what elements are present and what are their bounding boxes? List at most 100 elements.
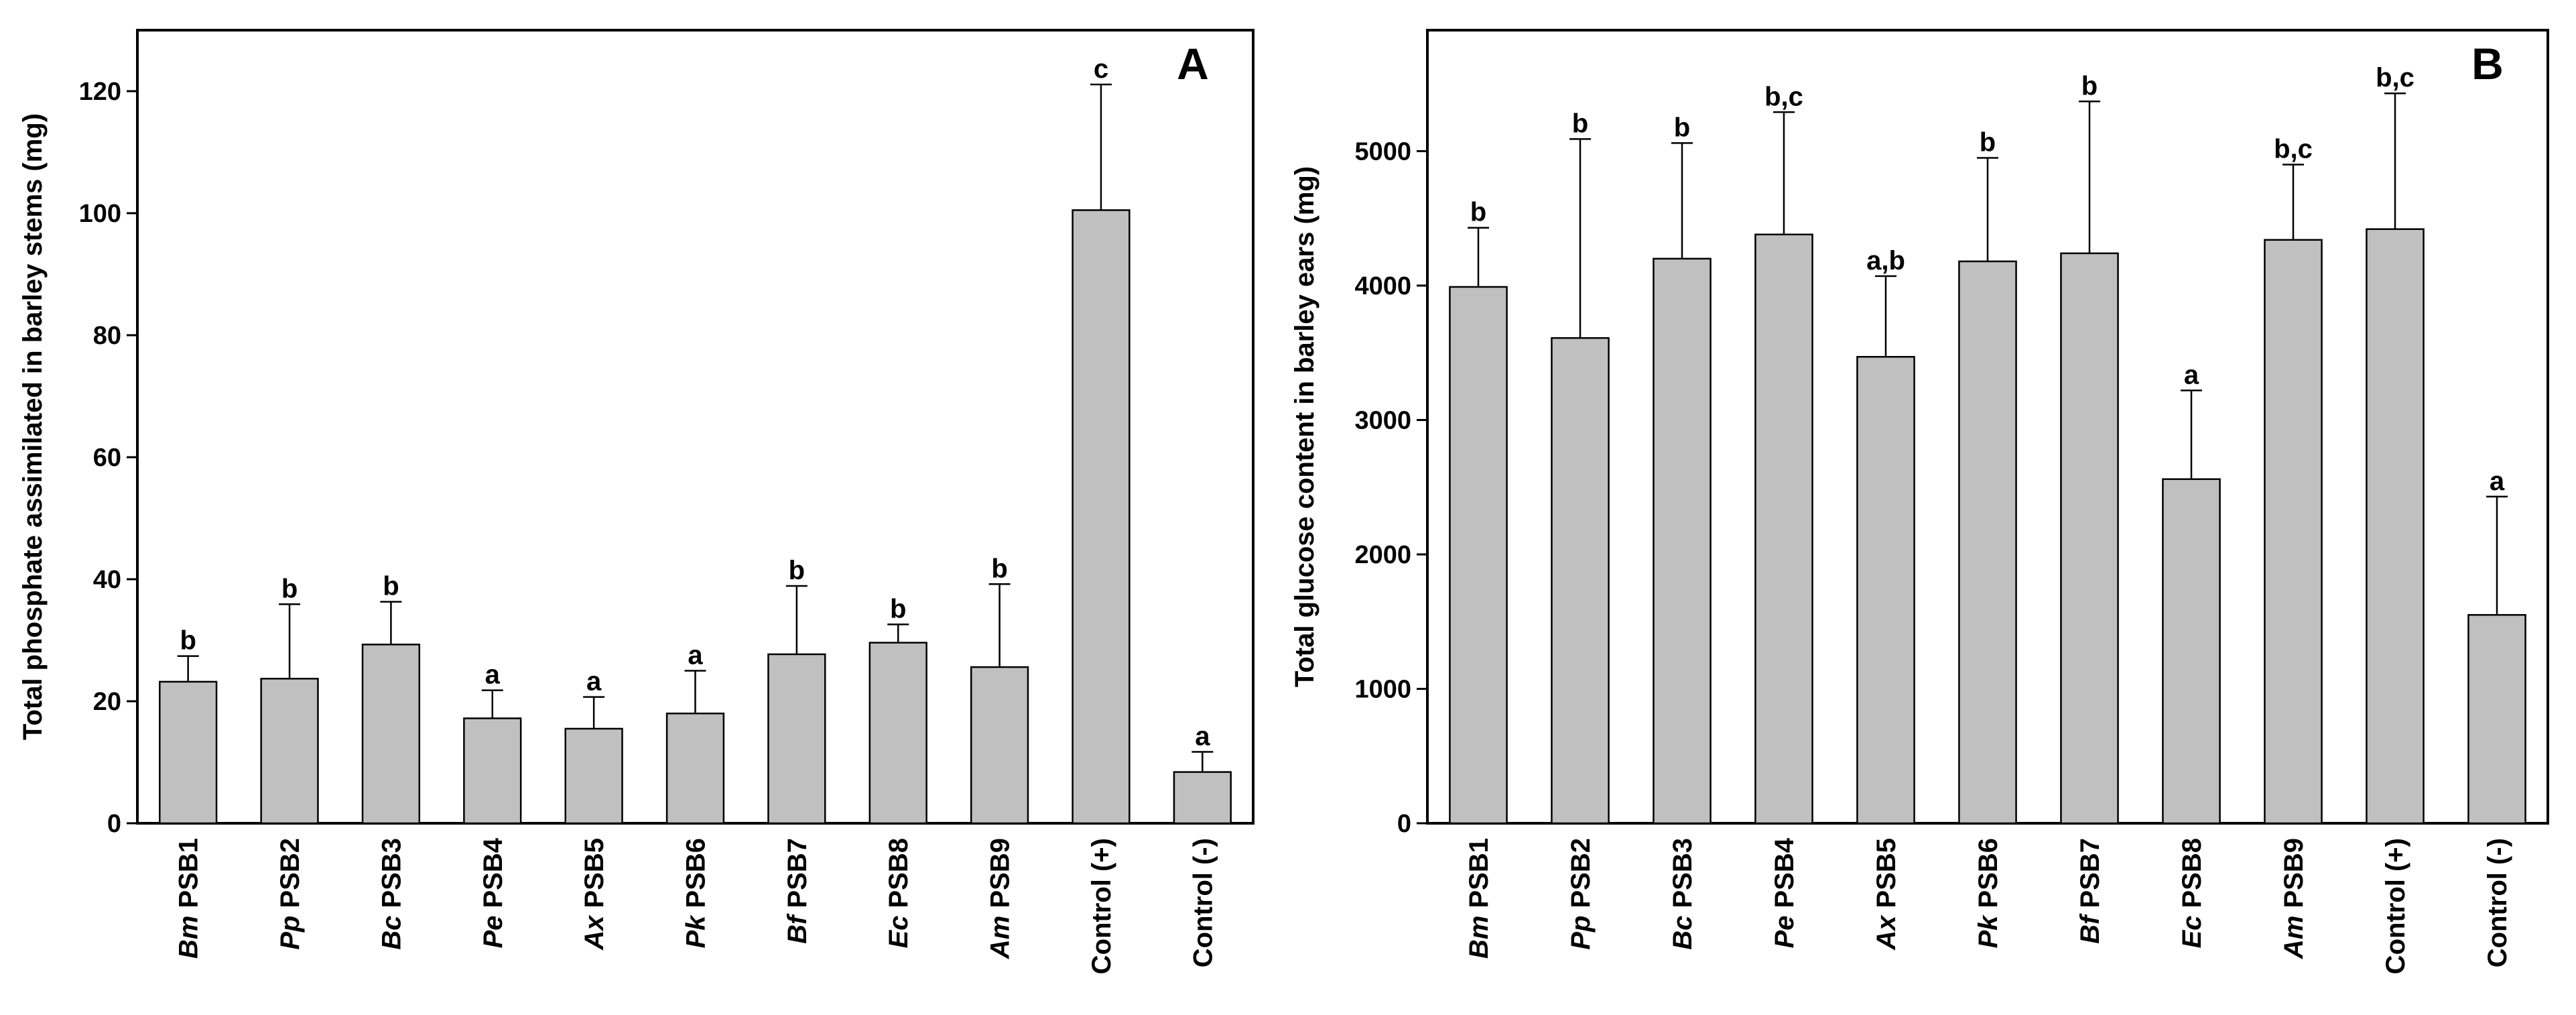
category-label: Ec PSB8: [2177, 838, 2207, 949]
significance-label: b: [789, 556, 805, 585]
category-strain: PSB5: [1872, 838, 1901, 916]
bar: [159, 680, 218, 825]
category-strain: PSB1: [174, 838, 204, 916]
category-strain: PSB8: [884, 838, 913, 916]
y-tick-label: 1000: [1354, 675, 1411, 703]
category-species-abbrev: Ax: [1872, 914, 1901, 951]
y-tick-label: 3000: [1354, 406, 1411, 434]
category-label: Bc PSB3: [1668, 838, 1697, 950]
category-species-abbrev: Pk: [682, 914, 711, 949]
category-species-abbrev: Bf: [783, 913, 812, 944]
category-strain: Control (-): [1188, 838, 1218, 967]
category-label: Bc PSB3: [377, 838, 406, 950]
category-species-abbrev: Ec: [2177, 916, 2207, 949]
category-species-abbrev: Bm: [1464, 916, 1494, 959]
category-strain: PSB3: [1668, 838, 1697, 916]
bar: [1072, 209, 1131, 825]
category-label: Am PSB9: [986, 838, 1015, 959]
panel-b: 0 1000 2000 3000 4000 5000 Total glucose conte…: [1290, 29, 2549, 974]
bar: [1449, 286, 1508, 825]
y-tick-label: 4000: [1354, 272, 1411, 300]
category-species-abbrev: Bf: [2075, 913, 2105, 944]
bar: [2467, 613, 2526, 825]
panel-letter: A: [1177, 39, 1209, 88]
significance-label: b: [281, 574, 298, 603]
category-species-abbrev: Bc: [1668, 916, 1697, 950]
significance-label: b,c: [2274, 135, 2313, 164]
category-species-abbrev: Am: [2279, 916, 2309, 959]
bar: [260, 678, 319, 825]
significance-label: b: [180, 626, 196, 656]
significance-label: a: [485, 660, 501, 690]
significance-label: b: [991, 554, 1007, 583]
category-strain: PSB5: [580, 838, 609, 916]
category-species-abbrev: Am: [986, 916, 1015, 959]
category-strain: PSB1: [1464, 838, 1494, 916]
bar: [1856, 355, 1915, 825]
significance-label: b: [1674, 113, 1690, 142]
category-strain: Control (+): [1087, 838, 1116, 974]
category-label: Control (-): [1188, 838, 1218, 967]
panel-letter: B: [2471, 39, 2504, 88]
significance-label: b: [2081, 71, 2098, 101]
category-label: Pe PSB4: [478, 837, 508, 948]
category-label: Control (+): [2381, 838, 2410, 974]
significance-label: b: [1980, 127, 1996, 157]
category-species-abbrev: Ax: [580, 914, 609, 951]
category-species-abbrev: Pe: [478, 916, 508, 949]
bar: [767, 653, 826, 825]
y-tick-label: 0: [1397, 810, 1411, 838]
category-species-abbrev: Pp: [1566, 916, 1596, 950]
category-label: Ax PSB5: [580, 838, 609, 951]
category-label: Control (-): [2483, 838, 2512, 967]
bar: [564, 727, 623, 825]
category-label: Bm PSB1: [1464, 838, 1494, 959]
category-label: Bm PSB1: [174, 838, 204, 959]
bar: [1173, 771, 1232, 825]
bar: [361, 644, 421, 825]
category-species-abbrev: Pp: [275, 916, 305, 950]
bar: [463, 717, 522, 825]
category-species-abbrev: Ec: [884, 916, 913, 949]
category-strain: PSB7: [2075, 838, 2105, 916]
y-axis-label: Total glucose content in barley ears (mg…: [1290, 166, 1319, 687]
significance-label: a: [2184, 360, 2199, 390]
significance-label: a: [586, 667, 602, 697]
category-strain: PSB2: [275, 838, 305, 916]
category-strain: PSB4: [478, 837, 508, 915]
y-tick-label: 80: [93, 322, 121, 350]
y-tick-label: 120: [79, 78, 121, 106]
category-strain: PSB8: [2177, 838, 2207, 916]
category-label: Pk PSB6: [1974, 838, 2003, 949]
category-strain: PSB3: [377, 838, 406, 916]
category-strain: PSB2: [1566, 838, 1596, 916]
significance-label: a: [1195, 722, 1210, 752]
significance-label: b: [1572, 109, 1588, 138]
category-species-abbrev: Bc: [377, 916, 406, 950]
category-strain: PSB6: [682, 838, 711, 916]
category-label: Am PSB9: [2279, 838, 2309, 959]
significance-label: b,c: [1764, 82, 1803, 111]
category-strain: Control (+): [2381, 838, 2410, 974]
bar: [2162, 478, 2221, 825]
category-species-abbrev: Pe: [1770, 916, 1799, 949]
y-tick-label: 2000: [1354, 541, 1411, 569]
category-label: Pp PSB2: [275, 838, 305, 950]
category-strain: PSB9: [2279, 838, 2309, 916]
significance-label: b: [383, 572, 399, 601]
bar: [970, 666, 1029, 825]
category-label: Control (+): [1087, 838, 1116, 974]
category-label: Ec PSB8: [884, 838, 913, 949]
y-tick-label: 0: [107, 810, 121, 838]
significance-label: b: [890, 594, 906, 623]
category-species-abbrev: Pk: [1974, 914, 2003, 949]
bar: [2264, 239, 2323, 825]
significance-label: a: [688, 641, 703, 670]
y-axis-label: Total phosphate assimilated in barley st…: [18, 113, 48, 740]
category-label: Pe PSB4: [1770, 837, 1799, 948]
category-species-abbrev: Bm: [174, 916, 204, 959]
significance-label: b,c: [2376, 63, 2414, 93]
category-strain: PSB4: [1770, 837, 1799, 915]
significance-label: a: [2490, 467, 2505, 496]
y-tick-label: 5000: [1354, 137, 1411, 166]
